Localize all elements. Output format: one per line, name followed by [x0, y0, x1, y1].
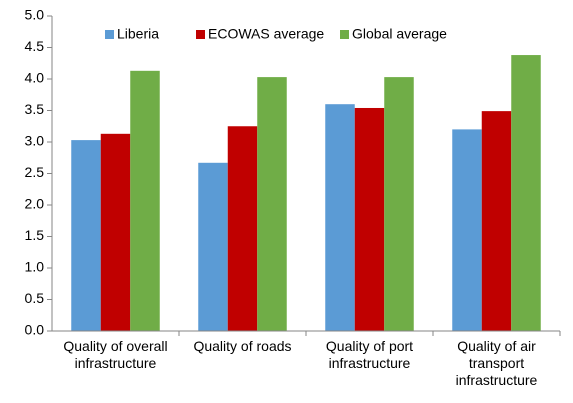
legend-label: Liberia: [117, 26, 159, 42]
bar: [452, 129, 482, 331]
bar: [481, 111, 512, 331]
bar: [100, 133, 131, 331]
legend-label: Global average: [352, 26, 447, 42]
bar: [71, 140, 101, 331]
bar: [130, 70, 160, 331]
legend-swatch: [105, 30, 114, 39]
legend-label: ECOWAS average: [208, 26, 324, 42]
legend-swatch: [340, 30, 349, 39]
y-tick-label: 0.0: [25, 322, 45, 338]
bar: [384, 77, 414, 331]
y-tick-label: 0.5: [25, 290, 45, 306]
x-tick-label: Quality of roads: [193, 338, 292, 354]
bar: [325, 104, 355, 331]
y-tick-label: 4.0: [25, 70, 45, 86]
y-tick-label: 2.0: [25, 196, 45, 212]
bar: [354, 107, 385, 331]
bar: [198, 162, 228, 331]
y-tick-label: 1.5: [25, 227, 45, 243]
y-tick-label: 5.0: [25, 7, 45, 23]
y-tick-label: 1.0: [25, 259, 45, 275]
bar: [227, 126, 258, 331]
y-tick-label: 3.5: [25, 101, 45, 117]
x-tick-label: Quality of port infrastructure: [325, 338, 414, 371]
y-tick-label: 4.5: [25, 38, 45, 54]
y-tick-label: 2.5: [25, 164, 45, 180]
x-tick-label: Quality of air transport infrastructure: [455, 338, 538, 388]
y-tick-label: 3.0: [25, 133, 45, 149]
bar: [257, 77, 287, 331]
x-tick-label: Quality of overall infrastructure: [63, 338, 168, 371]
bar: [511, 55, 541, 332]
legend-swatch: [196, 30, 205, 39]
